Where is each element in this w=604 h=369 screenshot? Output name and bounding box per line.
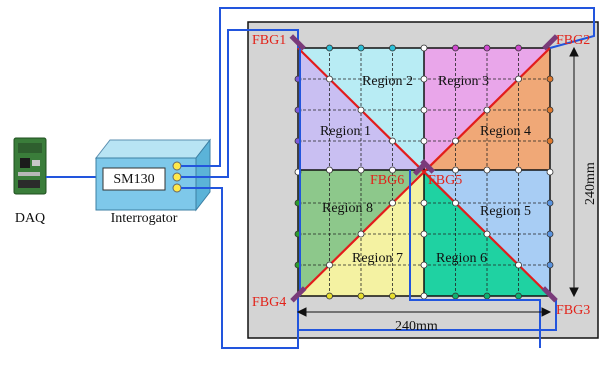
edge-sensor-dot (389, 44, 396, 52)
daq-board-icon (13, 137, 47, 195)
diagonal-sensor-dot (389, 137, 396, 145)
edge-sensor-dot (420, 292, 428, 300)
diagonal-sensor-dot (452, 137, 459, 145)
width-arrow-left-icon (296, 307, 307, 317)
region-8-label: Region 8 (322, 201, 373, 216)
center-sensor-dot (420, 230, 428, 238)
edge-sensor-dot (546, 261, 554, 269)
daq-label: DAQ (15, 211, 45, 226)
center-sensor-dot (420, 261, 428, 269)
center-sensor-dot (452, 166, 459, 174)
diagonal-sensor-dot (515, 75, 522, 83)
width-dimension-label: 240mm (395, 319, 438, 334)
edge-sensor-dot (452, 292, 459, 300)
diagonal-sensor-dot (483, 230, 491, 238)
fiber-to-fbg3 (409, 170, 541, 348)
interrogator-label: Interrogator (111, 211, 178, 226)
sensor-points (294, 44, 554, 300)
fiber-routes (181, 7, 595, 349)
center-sensor-dot (389, 166, 396, 174)
diagonal-sensor-dot (452, 199, 459, 207)
edge-sensor-dot (357, 44, 365, 52)
center-sensor-dot (326, 166, 333, 174)
diagonal-sensor-dot (326, 75, 333, 83)
edge-sensor-dot (546, 168, 554, 176)
center-sensor-dot (483, 166, 491, 174)
edge-sensor-dot (326, 44, 333, 52)
fiber-to-fbg1 (181, 29, 299, 178)
center-sensor-dot (420, 137, 428, 145)
region-1-label: Region 1 (320, 124, 371, 139)
diagonal-sensor-dot (357, 106, 365, 114)
edge-sensor-dot (515, 292, 522, 300)
diagonal-sensor-dot (515, 261, 522, 269)
edge-sensor-dot (546, 137, 554, 145)
edge-sensor-dot (515, 44, 522, 52)
dimension-arrows (296, 46, 579, 317)
height-arrow-up-icon (569, 46, 579, 57)
edge-sensor-dot (483, 292, 491, 300)
region-5-label: Region 5 (480, 204, 531, 219)
height-arrow-down-icon (569, 287, 579, 298)
diagonal-sensor-dot (389, 199, 396, 207)
center-sensor-dot (515, 166, 522, 174)
edge-sensor-dot (546, 230, 554, 238)
center-sensor-dot (420, 106, 428, 114)
fbg2-marker-icon (542, 34, 559, 51)
fbg6-marker-icon (412, 160, 428, 176)
diagonal-sensor-dot (483, 106, 491, 114)
fbg5-label: FBG5 (428, 173, 462, 188)
center-sensor-dot (420, 75, 428, 83)
fbg1-marker-icon (289, 34, 306, 51)
diagonal-fbg2-fbg4 (297, 47, 551, 297)
interrogator-box (94, 138, 212, 212)
edge-sensor-dot (389, 292, 396, 300)
interrogator-device-label: SM130 (113, 172, 154, 187)
region-2-label: Region 2 (362, 74, 413, 89)
region-4-label: Region 4 (480, 124, 531, 139)
width-arrow-right-icon (541, 307, 552, 317)
edge-sensor-dot (326, 292, 333, 300)
fbg2-label: FBG2 (556, 33, 590, 48)
edge-sensor-dot (483, 44, 491, 52)
edge-sensor-dot (452, 44, 459, 52)
fbg4-label: FBG4 (252, 295, 286, 310)
center-sensor-dot (420, 199, 428, 207)
edge-sensor-dot (546, 75, 554, 83)
edge-sensor-dot (420, 44, 428, 52)
center-sensor-dot (357, 166, 365, 174)
fbg1-label: FBG1 (252, 33, 286, 48)
fiber-to-fbg2 (181, 7, 595, 167)
fbg3-marker-icon (541, 286, 558, 303)
diagonal-sensor-dot (326, 261, 333, 269)
region-3-label: Region 3 (438, 74, 489, 89)
fbg-markers (289, 34, 559, 303)
edge-sensor-dot (357, 292, 365, 300)
fbg3-label: FBG3 (556, 303, 590, 318)
edge-sensor-dot (546, 106, 554, 114)
edge-sensor-dot (546, 199, 554, 207)
region-6-label: Region 6 (436, 251, 487, 266)
height-dimension-label: 240mm (583, 162, 598, 205)
diagonal-sensor-dot (357, 230, 365, 238)
fbg4-marker-icon (290, 286, 307, 303)
region-7-label: Region 7 (352, 251, 403, 266)
fbg6-label: FBG6 (370, 173, 404, 188)
